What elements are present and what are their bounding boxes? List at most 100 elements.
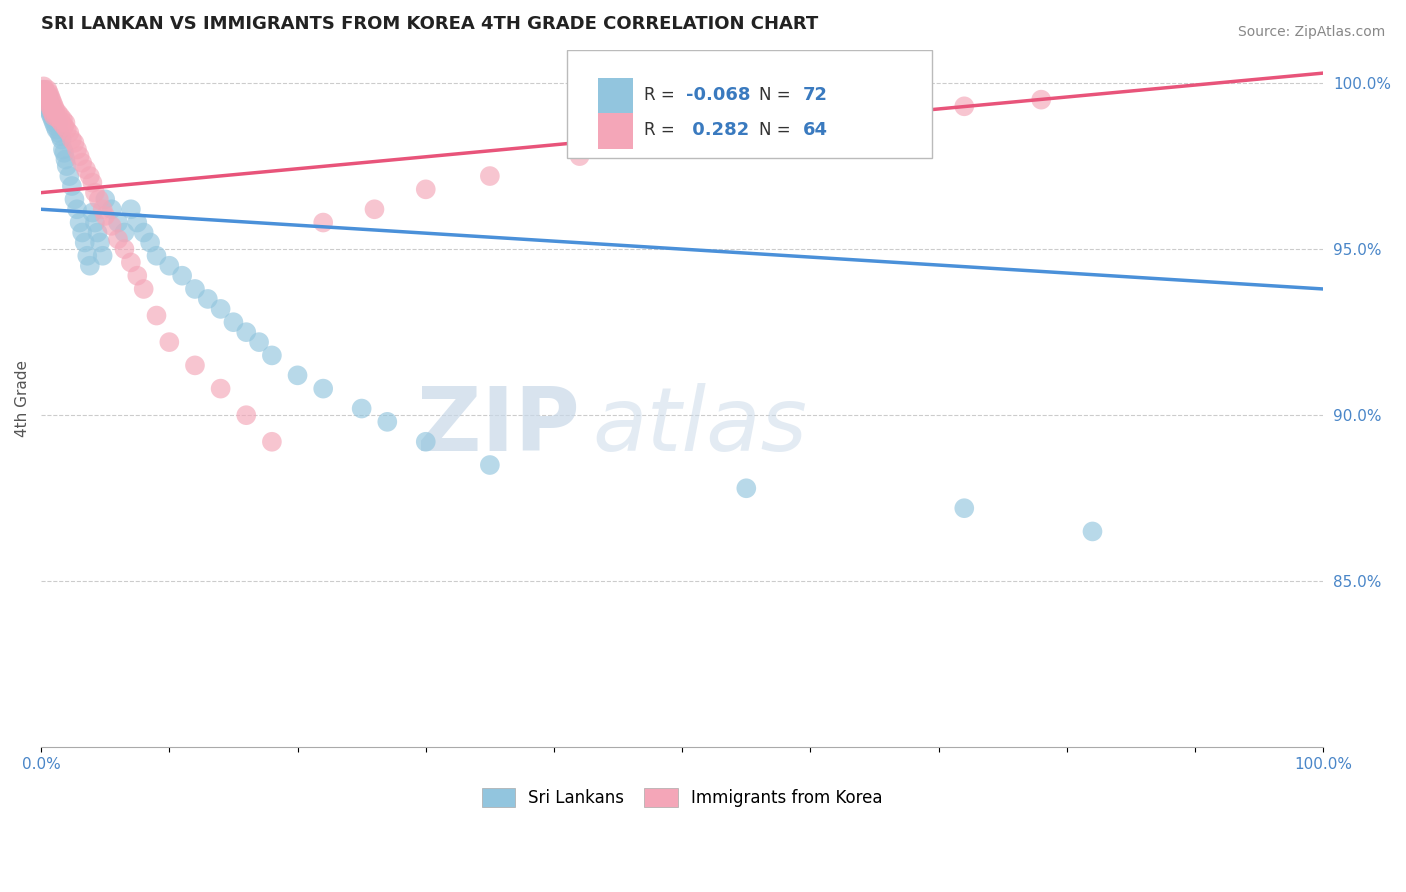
Point: [37, 99, 59, 113]
Point: [114, 226, 136, 240]
Point: [91, 202, 114, 217]
Point: [79, 169, 101, 183]
Point: [41, 103, 63, 117]
Point: [312, 215, 335, 229]
Point: [107, 232, 129, 246]
Point: [735, 481, 758, 495]
Point: [41, 106, 63, 120]
Text: 0.282: 0.282: [686, 121, 749, 139]
Point: [32, 83, 55, 97]
Point: [42, 116, 65, 130]
Point: [363, 202, 385, 217]
Text: atlas: atlas: [592, 384, 807, 469]
Point: [79, 259, 101, 273]
Point: [114, 242, 136, 256]
Point: [415, 434, 437, 449]
Point: [41, 112, 63, 127]
Point: [39, 89, 62, 103]
Point: [34, 83, 56, 97]
Point: [139, 235, 162, 250]
Point: [37, 93, 59, 107]
Point: [87, 192, 110, 206]
Point: [52, 143, 75, 157]
Point: [41, 109, 63, 123]
Point: [901, 106, 924, 120]
Point: [145, 249, 167, 263]
Text: R =: R =: [644, 121, 679, 139]
Point: [107, 215, 129, 229]
Point: [55, 153, 77, 167]
Point: [55, 122, 77, 136]
Point: [38, 95, 60, 110]
Point: [39, 99, 62, 113]
Point: [53, 120, 76, 134]
Point: [51, 132, 73, 146]
Text: ZIP: ZIP: [416, 383, 579, 470]
Point: [38, 86, 60, 100]
Point: [60, 132, 83, 146]
Point: [222, 315, 245, 329]
Text: -0.068: -0.068: [686, 87, 751, 104]
Point: [45, 122, 67, 136]
Point: [157, 259, 180, 273]
Point: [35, 89, 58, 103]
Point: [70, 226, 93, 240]
Point: [66, 202, 89, 217]
Point: [671, 136, 693, 150]
Point: [60, 179, 83, 194]
Point: [735, 126, 758, 140]
Point: [953, 501, 976, 516]
FancyBboxPatch shape: [567, 50, 932, 158]
Point: [46, 106, 69, 120]
Point: [209, 382, 232, 396]
Point: [44, 109, 66, 123]
Point: [127, 215, 149, 229]
Point: [120, 202, 142, 217]
Point: [69, 215, 91, 229]
Point: [38, 89, 60, 103]
Point: [41, 93, 63, 107]
Point: [42, 109, 65, 123]
Point: [76, 249, 98, 263]
Point: [287, 368, 309, 383]
Point: [157, 335, 180, 350]
Point: [42, 99, 65, 113]
Point: [75, 162, 97, 177]
Point: [41, 95, 63, 110]
Point: [235, 408, 257, 422]
Point: [41, 103, 63, 117]
Point: [94, 192, 117, 206]
Point: [100, 219, 122, 233]
Point: [34, 89, 56, 103]
Point: [1081, 524, 1104, 539]
Point: [66, 143, 89, 157]
Point: [42, 106, 65, 120]
Point: [953, 99, 976, 113]
Point: [84, 186, 107, 200]
Text: Source: ZipAtlas.com: Source: ZipAtlas.com: [1237, 25, 1385, 39]
Point: [49, 129, 72, 144]
Point: [39, 95, 62, 110]
Point: [37, 93, 59, 107]
Point: [82, 205, 104, 219]
Point: [89, 235, 111, 250]
Point: [825, 116, 848, 130]
Point: [568, 149, 591, 163]
Point: [235, 325, 257, 339]
Point: [34, 93, 56, 107]
Point: [86, 226, 108, 240]
Point: [94, 209, 117, 223]
FancyBboxPatch shape: [598, 112, 634, 149]
Point: [31, 83, 53, 97]
Point: [53, 145, 76, 160]
Point: [70, 155, 93, 169]
Point: [44, 120, 66, 134]
Point: [145, 309, 167, 323]
Point: [31, 86, 53, 100]
Point: [63, 192, 86, 206]
Point: [34, 86, 56, 100]
Point: [41, 99, 63, 113]
Point: [1031, 93, 1053, 107]
Point: [44, 103, 66, 117]
Point: [32, 89, 55, 103]
